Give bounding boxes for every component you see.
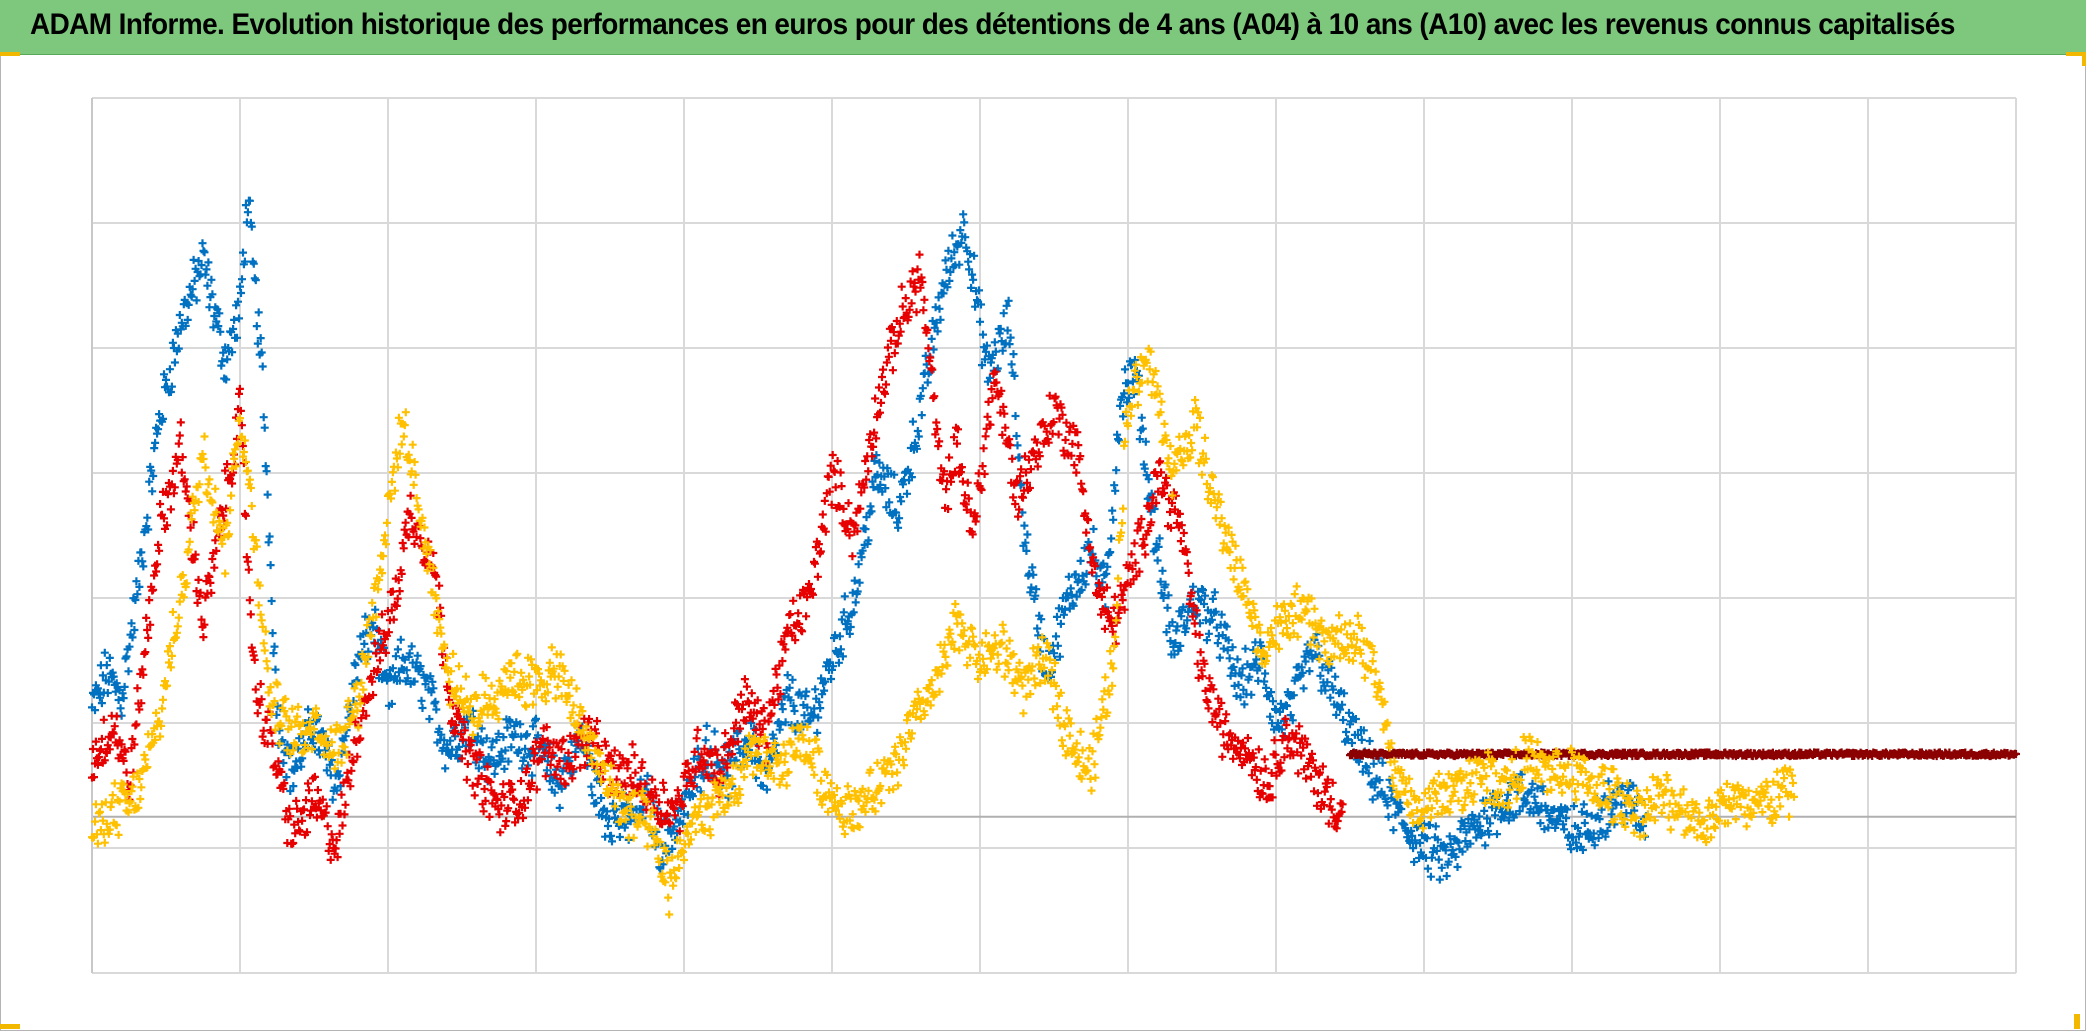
page-title: ADAM Informe. Evolution historique des p… — [30, 8, 1955, 41]
title-bar: ADAM Informe. Evolution historique des p… — [0, 0, 2086, 55]
series-3-points — [88, 344, 1798, 919]
series-2-points — [1346, 748, 2020, 761]
series-2 — [1346, 748, 2020, 761]
series-0 — [88, 196, 1650, 884]
corner-mark-bottom-right — [2074, 1014, 2080, 1029]
series-3 — [88, 344, 1798, 919]
series-1 — [88, 250, 1347, 864]
series-1-points — [88, 250, 1347, 864]
corner-mark-bottom-left — [0, 1024, 20, 1029]
corner-mark-top-right-vertical — [2082, 52, 2086, 66]
corner-mark-top-right — [2066, 52, 2086, 56]
corner-mark-top-left — [0, 52, 20, 56]
series-0-points — [88, 196, 1650, 884]
